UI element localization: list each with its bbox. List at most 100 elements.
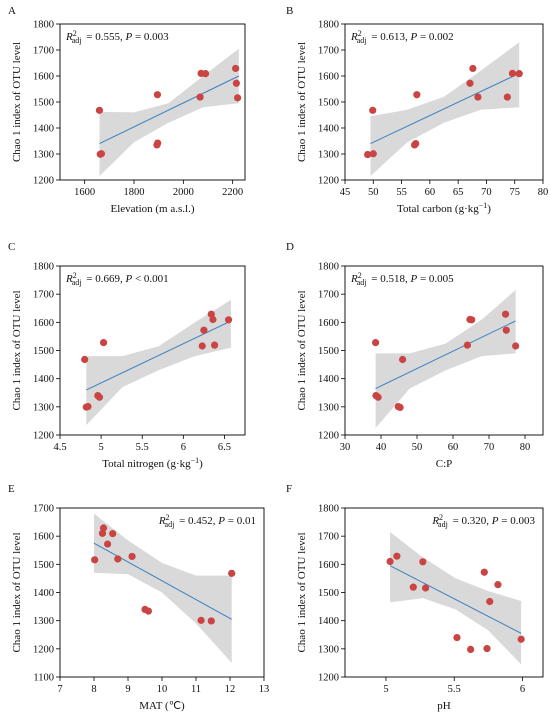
y-tick-label: 1800 [318, 262, 339, 273]
x-tick-label: 5.5 [136, 442, 149, 453]
y-tick-label: 1200 [318, 431, 339, 442]
x-tick-label: 45 [340, 187, 351, 198]
stats-annotation: R2 adj = 0.669, P < 0.001 [65, 271, 169, 287]
stats-annotation: R2 adj = 0.518, P = 0.005 [350, 271, 454, 287]
panel-f: F 1200 1300 1400 1500 1600 1700 1800 5 5.5 6 pH Chao… [286, 483, 544, 712]
y-tick-label: 1300 [318, 644, 339, 655]
panel-letter: B [286, 5, 293, 17]
panel-letter: D [286, 241, 294, 253]
y-tick-label: 1800 [318, 504, 339, 515]
y-tick-label: 1200 [33, 431, 54, 442]
y-tick-label: 1600 [318, 560, 339, 571]
x-tick-label: 60 [448, 442, 459, 453]
data-point [232, 64, 240, 73]
y-tick-label: 1800 [318, 20, 339, 31]
x-tick-label: 12 [225, 684, 236, 695]
regression-line [99, 75, 240, 145]
data-point [409, 583, 417, 591]
data-point [466, 79, 474, 87]
x-tick-label: 7 [57, 684, 62, 695]
y-axis-label: Chao 1 index of OTU level [296, 290, 308, 410]
x-tick-label: 6 [181, 442, 186, 453]
y-tick-label: 1500 [318, 346, 339, 357]
x-tick-label: 80 [520, 442, 531, 453]
stats-annotation: R2 adj = 0.555, P = 0.003 [65, 29, 169, 45]
y-tick-label: 1700 [33, 290, 54, 301]
confidence-band [86, 299, 232, 426]
y-tick-label: 1700 [33, 46, 54, 57]
data-point [364, 150, 372, 159]
y-tick-label: 1300 [33, 402, 54, 413]
x-tick-label: 30 [340, 442, 351, 453]
x-tick-label: 50 [368, 187, 379, 198]
y-tick-label: 1800 [33, 262, 54, 273]
regression-line [86, 320, 232, 391]
x-tick-label: 10 [157, 684, 168, 695]
y-tick-label: 1500 [318, 588, 339, 599]
x-tick-label: 60 [425, 187, 436, 198]
x-axis-label: C:P [436, 458, 453, 470]
data-point [201, 70, 210, 78]
y-tick-label: 1600 [318, 72, 339, 83]
y-tick-label: 1400 [33, 124, 54, 135]
x-tick-label: 70 [481, 187, 492, 198]
data-point [453, 633, 461, 642]
data-point [369, 150, 377, 158]
regression-line [375, 320, 516, 389]
data-point [413, 91, 421, 99]
data-point [480, 568, 488, 576]
data-point [463, 341, 471, 349]
y-tick-label: 1400 [318, 374, 339, 385]
data-point [98, 529, 107, 537]
data-point [399, 355, 407, 364]
data-point [197, 616, 205, 624]
data-point [209, 315, 217, 324]
data-point [503, 93, 511, 101]
data-point [95, 393, 104, 401]
data-point [207, 617, 215, 625]
data-point [234, 94, 242, 102]
y-axis-label: Chao 1 index of OTU level [296, 42, 308, 162]
x-tick-label: 50 [412, 442, 423, 453]
panel-letter: E [8, 483, 15, 495]
data-point [508, 69, 517, 77]
y-tick-label: 1300 [318, 150, 339, 161]
x-tick-label: 1800 [124, 187, 145, 198]
x-axis-label: Total nitrogen (g·kg−1) [102, 456, 203, 470]
x-tick-label: 5 [383, 684, 388, 695]
x-tick-label: 11 [191, 684, 201, 695]
data-point [91, 556, 99, 564]
x-tick-label: 55 [396, 187, 407, 198]
data-point [81, 355, 89, 364]
data-point [210, 341, 219, 349]
data-point [144, 607, 152, 615]
panel-e: E 1100 1200 1300 1400 1500 1600 1700 7 8 9 10 11 12 13… [8, 483, 269, 712]
y-tick-label: 1500 [318, 98, 339, 109]
x-tick-label: 65 [453, 187, 464, 198]
x-axis-label: Elevation (m a.s.l.) [110, 203, 194, 215]
x-tick-label: 13 [259, 684, 270, 695]
confidence-band [390, 531, 522, 665]
y-tick-label: 1700 [318, 46, 339, 57]
data-point [467, 645, 475, 653]
y-tick-label: 1400 [318, 616, 339, 627]
x-tick-label: 2200 [222, 187, 243, 198]
stats-annotation: R2 adj = 0.452, P = 0.01 [158, 513, 256, 529]
y-tick-label: 1300 [33, 616, 54, 627]
y-tick-label: 1200 [318, 673, 339, 684]
panel-letter: A [8, 5, 16, 17]
x-axis-label: Total carbon (g·kg−1) [397, 201, 491, 215]
data-point [469, 64, 477, 73]
y-tick-label: 1600 [33, 72, 54, 83]
data-point [393, 552, 401, 560]
data-point [228, 569, 236, 577]
x-axis-label: pH [437, 700, 451, 712]
data-point [200, 326, 208, 334]
y-tick-label: 1400 [33, 588, 54, 599]
data-point [232, 79, 240, 87]
data-point [109, 530, 117, 538]
confidence-band [375, 289, 516, 428]
x-tick-label: 5.5 [448, 684, 461, 695]
data-point [104, 540, 112, 548]
y-tick-label: 1300 [318, 402, 339, 413]
